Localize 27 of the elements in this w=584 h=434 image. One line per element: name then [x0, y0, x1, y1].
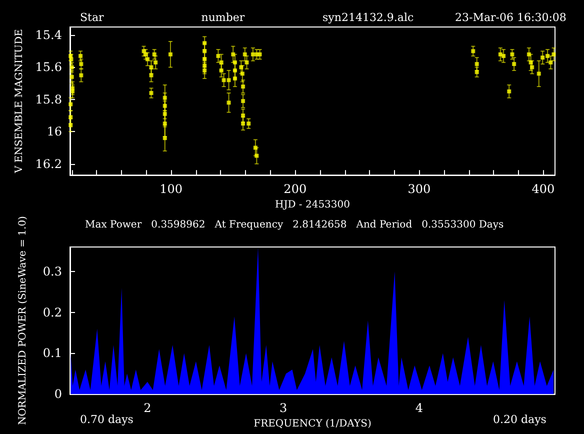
- x-axis-title: FREQUENCY (1/DAYS): [254, 418, 372, 430]
- y-axis-title: V ENSEMBLE MAGNITUDE: [14, 29, 25, 174]
- x-tick-label: 300: [408, 182, 431, 196]
- y-tick-label: 0: [54, 387, 62, 402]
- x-tick-label: 100: [160, 182, 183, 196]
- y-axis-title: NORMALIZED POWER (SineWave = 1.0): [18, 216, 28, 426]
- text: number: [201, 11, 246, 24]
- text: 23-Mar-06 16:30:08: [455, 11, 566, 24]
- text: Star: [80, 11, 105, 24]
- y-tick-label: 16.2: [35, 156, 62, 171]
- x-tick-label: 400: [532, 182, 555, 196]
- y-tick-label: 15.6: [35, 60, 62, 74]
- y-tick-label: 0.1: [42, 346, 62, 360]
- y-tick-label: 15.8: [35, 92, 62, 106]
- y-tick-label: 16: [46, 124, 62, 139]
- x-tick-label: 3: [279, 401, 288, 416]
- x-axis-title: HJD - 2453300: [274, 200, 350, 210]
- y-tick-label: 0.3: [42, 264, 62, 278]
- text: 0.20 days: [493, 413, 547, 426]
- text: syn214132.9.alc: [322, 11, 414, 24]
- x-tick-label: 4: [415, 401, 424, 416]
- text: 0.70 days: [80, 413, 134, 426]
- x-tick-label: 200: [284, 182, 307, 196]
- chart-title: Max Power 0.3598962 At Frequency 2.8142658 And Period 0.3553300 Days: [85, 220, 504, 230]
- y-tick-label: 0.2: [42, 305, 62, 320]
- y-tick-label: 15.4: [35, 28, 62, 42]
- x-tick-label: 2: [144, 401, 152, 416]
